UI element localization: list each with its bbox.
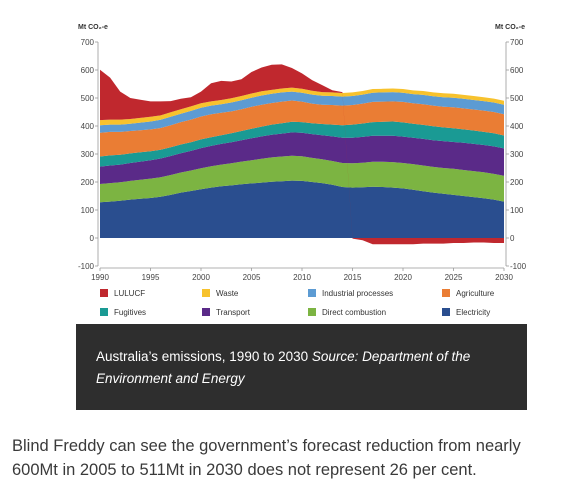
right-y-tick-label: 0 [510,234,515,243]
legend-swatch-lulucf [100,289,108,297]
left-y-tick-label: 600 [81,66,95,75]
caption-source: Source: Department of the Environment an… [96,349,471,386]
area-industrial-processes [100,91,504,133]
legend-swatch-direct-combustion [308,308,316,316]
legend-swatch-transport [202,308,210,316]
right-y-axis-unit: Mt CO₂-e [495,24,525,31]
emissions-chart: Mt CO₂-e Mt CO₂-e -100 -100 0 0 100 100 200 200… [78,24,527,317]
left-y-tick-label: 200 [81,178,95,187]
caption-title: Australia’s emissions, 1990 to 2030 [96,349,312,364]
left-y-tick-label: 700 [81,38,95,47]
left-y-axis-unit: Mt CO₂-e [78,24,108,31]
left-y-tick-label: 0 [90,234,95,243]
x-tick-label: 1995 [142,273,160,282]
chart-legend: LULUCF Waste Industrial processes Agricultu… [100,289,495,317]
legend-swatch-industrial-processes [308,289,316,297]
left-y-tick-label: 300 [81,150,95,159]
legend-label-direct-combustion: Direct combustion [322,308,386,317]
legend-label-lulucf: LULUCF [114,289,145,298]
area-transport [100,132,504,184]
right-y-tick-label: 300 [510,150,524,159]
right-y-tick-label: 600 [510,66,524,75]
x-tick-label: 2030 [495,273,513,282]
legend-swatch-waste [202,289,210,297]
legend-label-industrial-processes: Industrial processes [322,289,393,298]
left-y-tick-label: 100 [81,206,95,215]
x-tick-label: 2025 [445,273,463,282]
area-direct-combustion [100,155,504,203]
right-y-tick-label: 200 [510,178,524,187]
legend-swatch-fugitives [100,308,108,316]
x-tick-label: 2010 [293,273,311,282]
right-y-tick-label: 400 [510,122,524,131]
article-paragraph: Blind Freddy can see the government’s fo… [12,437,521,479]
legend-label-fugitives: Fugitives [114,308,146,317]
left-y-tick-label: 400 [81,122,95,131]
stacked-areas [100,64,504,245]
legend-label-electricity: Electricity [456,308,490,317]
figure-caption: Australia’s emissions, 1990 to 2030 Sour… [76,324,527,410]
left-y-tick-label: 500 [81,94,95,103]
area-fugitives [100,121,504,167]
legend-swatch-electricity [442,308,450,316]
x-tick-label: 2015 [344,273,362,282]
area-waste [100,87,504,126]
right-y-tick-label: -100 [510,262,527,271]
x-tick-label: 1990 [91,273,109,282]
legend-label-agriculture: Agriculture [456,289,495,298]
legend-swatch-agriculture [442,289,450,297]
right-y-tick-label: 100 [510,206,524,215]
right-y-tick-label: 700 [510,38,524,47]
x-tick-label: 2000 [192,273,210,282]
area-electricity [100,180,504,238]
legend-label-waste: Waste [216,289,239,298]
area-agriculture [100,100,504,157]
x-tick-label: 2005 [243,273,261,282]
right-y-tick-label: 500 [510,94,524,103]
chart-axes: -100 -100 0 0 100 100 200 200 300 300 400 400 500 500… [78,38,527,282]
x-tick-label: 2020 [394,273,412,282]
left-y-tick-label: -100 [78,262,95,271]
legend-label-transport: Transport [216,308,251,317]
